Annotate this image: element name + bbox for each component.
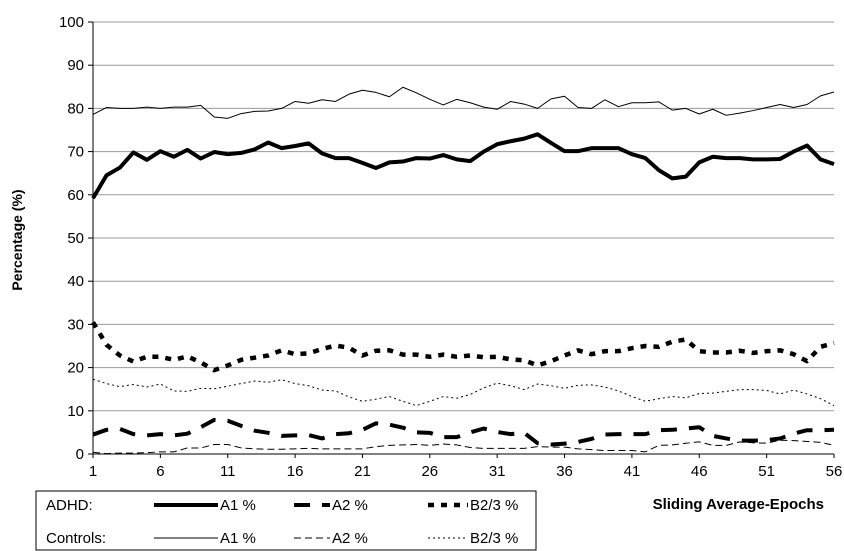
legend-entry-label: A2 % (332, 497, 368, 514)
x-tick-label: 41 (624, 463, 641, 480)
legend-box (35, 490, 537, 551)
y-axis-label: Percentage (%) (9, 189, 25, 290)
legend-entry-label: B2/3 % (470, 497, 518, 514)
y-tick-label: 30 (67, 316, 84, 333)
y-tick-label: 80 (67, 100, 84, 117)
y-tick-label: 0 (76, 446, 84, 463)
x-tick-label: 46 (691, 463, 708, 480)
y-tick-label: 20 (67, 360, 84, 377)
x-tick-label: 56 (826, 463, 843, 480)
x-tick-label: 16 (287, 463, 304, 480)
legend-entry-label: A2 % (332, 530, 368, 547)
x-tick-label: 11 (220, 463, 236, 480)
series-lines (91, 86, 835, 455)
y-tick-label: 40 (67, 273, 84, 290)
series-line-controls-a1 (92, 86, 835, 119)
series-line-adhd-b2-3 (91, 321, 835, 373)
x-tick-label: 1 (89, 463, 97, 480)
x-tick-label: 26 (421, 463, 438, 480)
x-tick-label: 31 (489, 463, 506, 480)
y-tick-label: 10 (67, 403, 84, 420)
y-tick-label: 50 (67, 230, 84, 247)
axes (88, 21, 835, 458)
y-tick-label: 90 (67, 57, 84, 74)
legend-group-label-adhd: ADHD: (46, 497, 93, 514)
legend-entry-label: B2/3 % (470, 530, 518, 547)
y-tick-label: 60 (67, 187, 84, 204)
y-tick-label: 100 (59, 14, 84, 31)
legend-entry-label: A1 % (220, 530, 256, 547)
series-line-adhd-a1 (91, 132, 835, 200)
x-tick-label: 36 (556, 463, 573, 480)
y-tick-labels: 0 10 20 30 40 50 60 70 80 90 100 (59, 14, 84, 463)
y-tick-label: 70 (67, 144, 84, 161)
x-axis-label: Sliding Average-Epochs (653, 496, 824, 513)
legend-entry-label: A1 % (220, 497, 256, 514)
x-tick-label: 6 (156, 463, 164, 480)
series-line-controls-a2 (92, 439, 835, 455)
gridlines (93, 21, 834, 412)
x-tick-label: 51 (758, 463, 775, 480)
x-tick-labels: 1 6 11 16 21 26 31 36 41 46 51 56 (89, 463, 843, 480)
x-tick-label: 21 (354, 463, 371, 480)
legend-group-label-controls: Controls: (46, 530, 106, 547)
legend: ADHD: Controls: A1 % A2 % B2/3 % A1 % A2 % B2… (35, 490, 537, 551)
